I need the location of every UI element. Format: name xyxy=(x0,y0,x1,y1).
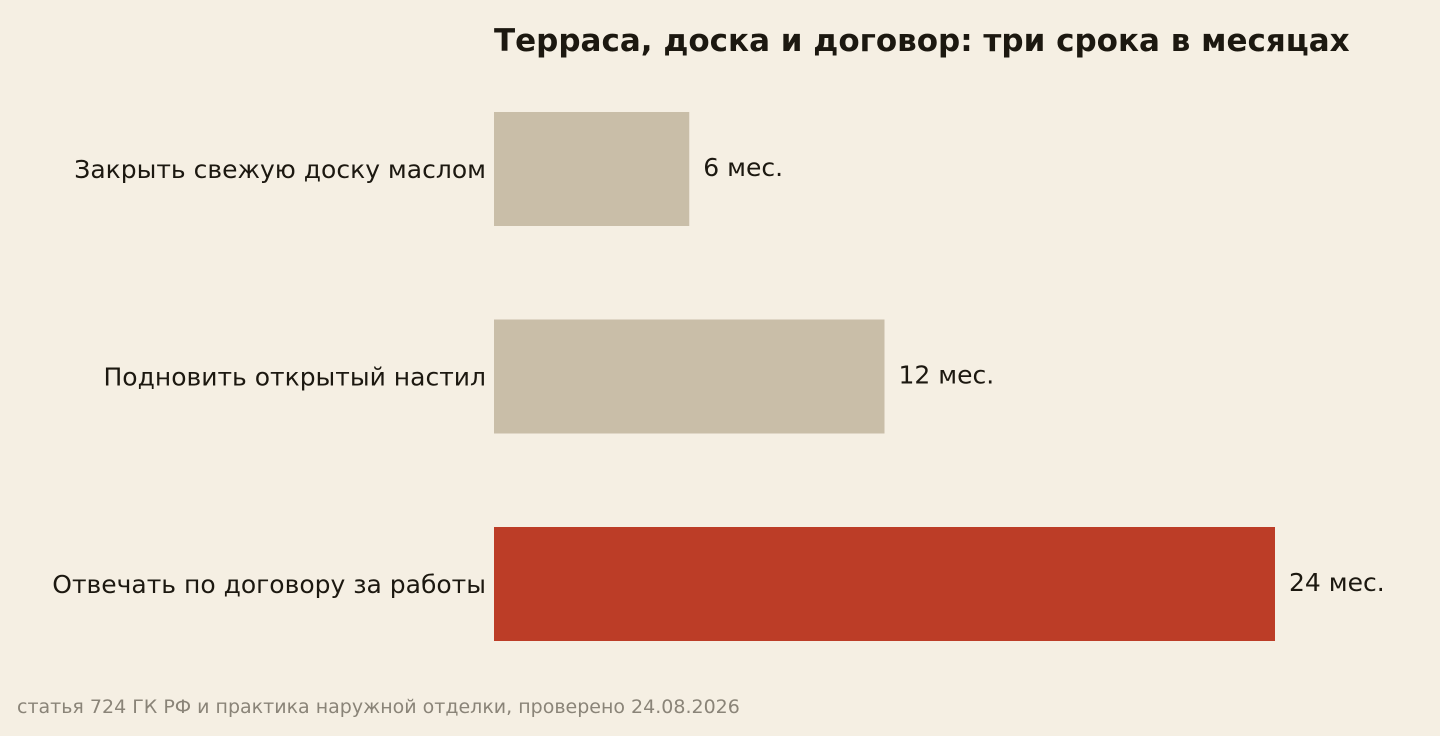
category-label: Подновить открытый настил xyxy=(103,363,486,392)
bar xyxy=(494,112,690,226)
category-label: Закрыть свежую доску маслом xyxy=(74,155,486,184)
chart-title: Терраса, доска и договор: три срока в ме… xyxy=(494,23,1350,59)
value-label: 24 мес. xyxy=(1289,568,1385,597)
source-note: статья 724 ГК РФ и практика наружной отд… xyxy=(17,696,740,718)
bar xyxy=(494,319,885,434)
value-label: 12 мес. xyxy=(899,361,995,390)
bars-group: Закрыть свежую доску маслом 6 мес. Поднови… xyxy=(52,112,1385,641)
category-label: Отвечать по договору за работы xyxy=(52,570,486,599)
value-label: 6 мес. xyxy=(703,153,783,182)
bar xyxy=(494,527,1275,641)
